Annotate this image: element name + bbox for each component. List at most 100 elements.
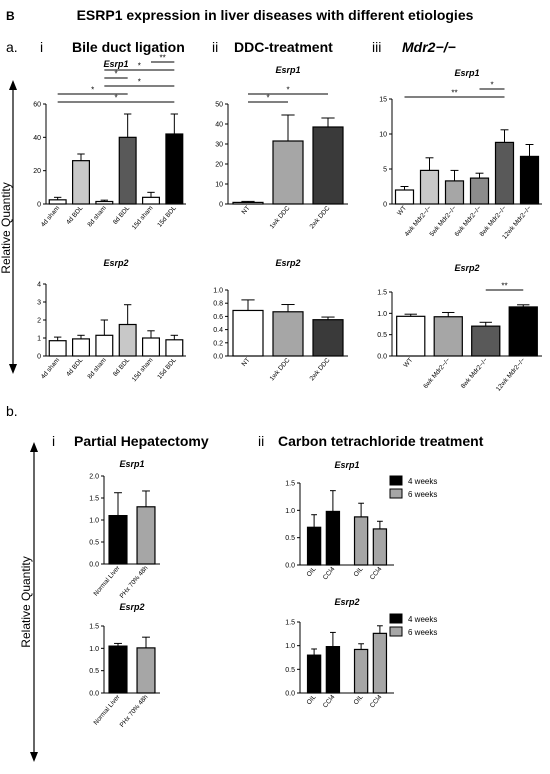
panel-a-i-heading: Bile duct ligation: [72, 39, 185, 55]
x-tick-label: 8d BDL: [112, 356, 132, 377]
chart-title: Esrp2: [454, 263, 479, 273]
y-tick-label: 0.5: [377, 332, 387, 339]
x-tick-label: 4d BDL: [65, 356, 85, 377]
y-tick-label: 0: [219, 202, 223, 209]
x-tick-label: CCl4: [369, 565, 384, 581]
bar: [108, 645, 128, 694]
x-tick-label: WT: [396, 205, 408, 217]
x-tick-label: 8d sham: [86, 205, 107, 229]
bar: [396, 315, 426, 357]
y-tick-label: 20: [33, 168, 41, 175]
bar: [232, 309, 264, 357]
y-tick-label: 0.5: [89, 668, 99, 675]
panel-b-ii-numeral: ii: [258, 433, 264, 449]
bar: [353, 648, 369, 694]
x-tick-label: 15d BDL: [156, 204, 178, 228]
legend-label: 4 weeks: [408, 615, 437, 624]
legend-swatch: [389, 613, 403, 624]
significance-label: *: [286, 86, 289, 95]
section-b-label: b.: [6, 403, 18, 419]
bar: [272, 311, 304, 357]
bar: [165, 133, 184, 205]
bar: [372, 528, 388, 566]
chart-mdr2-esrp2: Esrp2 0.0 0.5 1.0 1.5 WT 6wk Mdr2−/− 8wk Mdr2−/…: [377, 263, 542, 393]
y-tick-label: 2: [37, 318, 41, 325]
significance-label: **: [501, 282, 507, 291]
y-tick-label: 1.5: [285, 620, 295, 627]
x-tick-label: Normal Liver: [92, 564, 122, 597]
x-tick-label: Normal Liver: [92, 693, 122, 726]
y-tick-label: 40: [33, 135, 41, 142]
bar: [71, 338, 90, 357]
y-tick-label: 0: [37, 354, 41, 361]
chart-title: Esrp1: [275, 65, 300, 75]
y-tick-label: 0.0: [213, 354, 223, 361]
y-tick-label: 0.0: [89, 691, 99, 698]
bar: [444, 180, 465, 205]
x-tick-label: OIL: [306, 693, 318, 706]
y-tick-label: 0.8: [213, 301, 223, 308]
y-tick-label: 20: [215, 162, 223, 169]
significance-label: *: [114, 94, 117, 103]
x-tick-label: 6wk Mdr2−/−: [422, 357, 452, 390]
x-tick-label: 12wk Mdr2−/−: [495, 357, 527, 393]
significance-label: **: [451, 89, 457, 98]
x-tick-label: CCl4: [369, 693, 384, 709]
x-tick-label: 8d BDL: [112, 204, 132, 225]
bar: [419, 169, 440, 205]
x-tick-label: 15d sham: [131, 205, 155, 231]
y-tick-label: 0.0: [285, 563, 295, 570]
bar: [494, 141, 515, 205]
x-tick-label: 4d sham: [40, 205, 61, 229]
x-tick-label: 2wk DDC: [309, 357, 332, 383]
x-tick-label: 8wk Mdr2−/−: [460, 357, 490, 390]
y-tick-label: 15: [379, 97, 387, 104]
panel-b-ii-heading: Carbon tetrachloride treatment: [278, 433, 484, 449]
figure-letter: B: [6, 9, 15, 23]
figure-title: ESRP1 expression in liver diseases with …: [77, 7, 474, 23]
y-tick-label: 10: [379, 132, 387, 139]
bar: [508, 306, 538, 357]
y-tick-label: 1.5: [89, 496, 99, 503]
bar: [118, 323, 137, 357]
bar: [372, 632, 388, 694]
y-tick-label: 0.6: [213, 314, 223, 321]
legend-label: 4 weeks: [408, 477, 437, 486]
significance-label: *: [114, 70, 117, 79]
chart-title: Esrp1: [334, 460, 359, 470]
x-tick-label: 1wk DDC: [269, 357, 292, 383]
bar: [325, 646, 341, 694]
chart-title: Esrp1: [103, 59, 128, 69]
panel-a-ii-heading: DDC-treatment: [234, 39, 333, 55]
x-tick-label: 4d sham: [40, 357, 61, 381]
y-tick-label: 1.0: [377, 311, 387, 318]
x-tick-label: PHx 70% 48h: [119, 564, 150, 599]
x-tick-label: NT: [241, 357, 252, 368]
bar: [136, 647, 156, 694]
bar: [142, 337, 161, 357]
panel-b-i-numeral: i: [52, 433, 55, 449]
bar: [108, 514, 128, 565]
legend-label: 6 weeks: [408, 490, 437, 499]
x-tick-label: CCl4: [322, 565, 337, 581]
section-a-label: a.: [6, 39, 18, 55]
chart-title: Esrp2: [103, 258, 128, 268]
panel-a-ii-numeral: ii: [212, 39, 218, 55]
chart-title: Esrp1: [454, 68, 479, 78]
x-tick-label: PHx 70% 48h: [119, 693, 150, 728]
bar: [353, 516, 369, 566]
x-tick-label: 1wk DDC: [269, 205, 292, 231]
bar: [325, 510, 341, 566]
x-tick-label: CCl4: [322, 693, 337, 709]
y-tick-label: 1.5: [89, 624, 99, 631]
y-tick-label: 1.0: [285, 643, 295, 650]
y-tick-label: 50: [215, 102, 223, 109]
chart-title: Esrp2: [275, 258, 300, 268]
y-arrow-a: [9, 80, 17, 374]
y-tick-label: 0.5: [285, 535, 295, 542]
y-tick-label: 0.0: [89, 562, 99, 569]
legend-label: 6 weeks: [408, 628, 437, 637]
y-tick-label: 4: [37, 282, 41, 289]
